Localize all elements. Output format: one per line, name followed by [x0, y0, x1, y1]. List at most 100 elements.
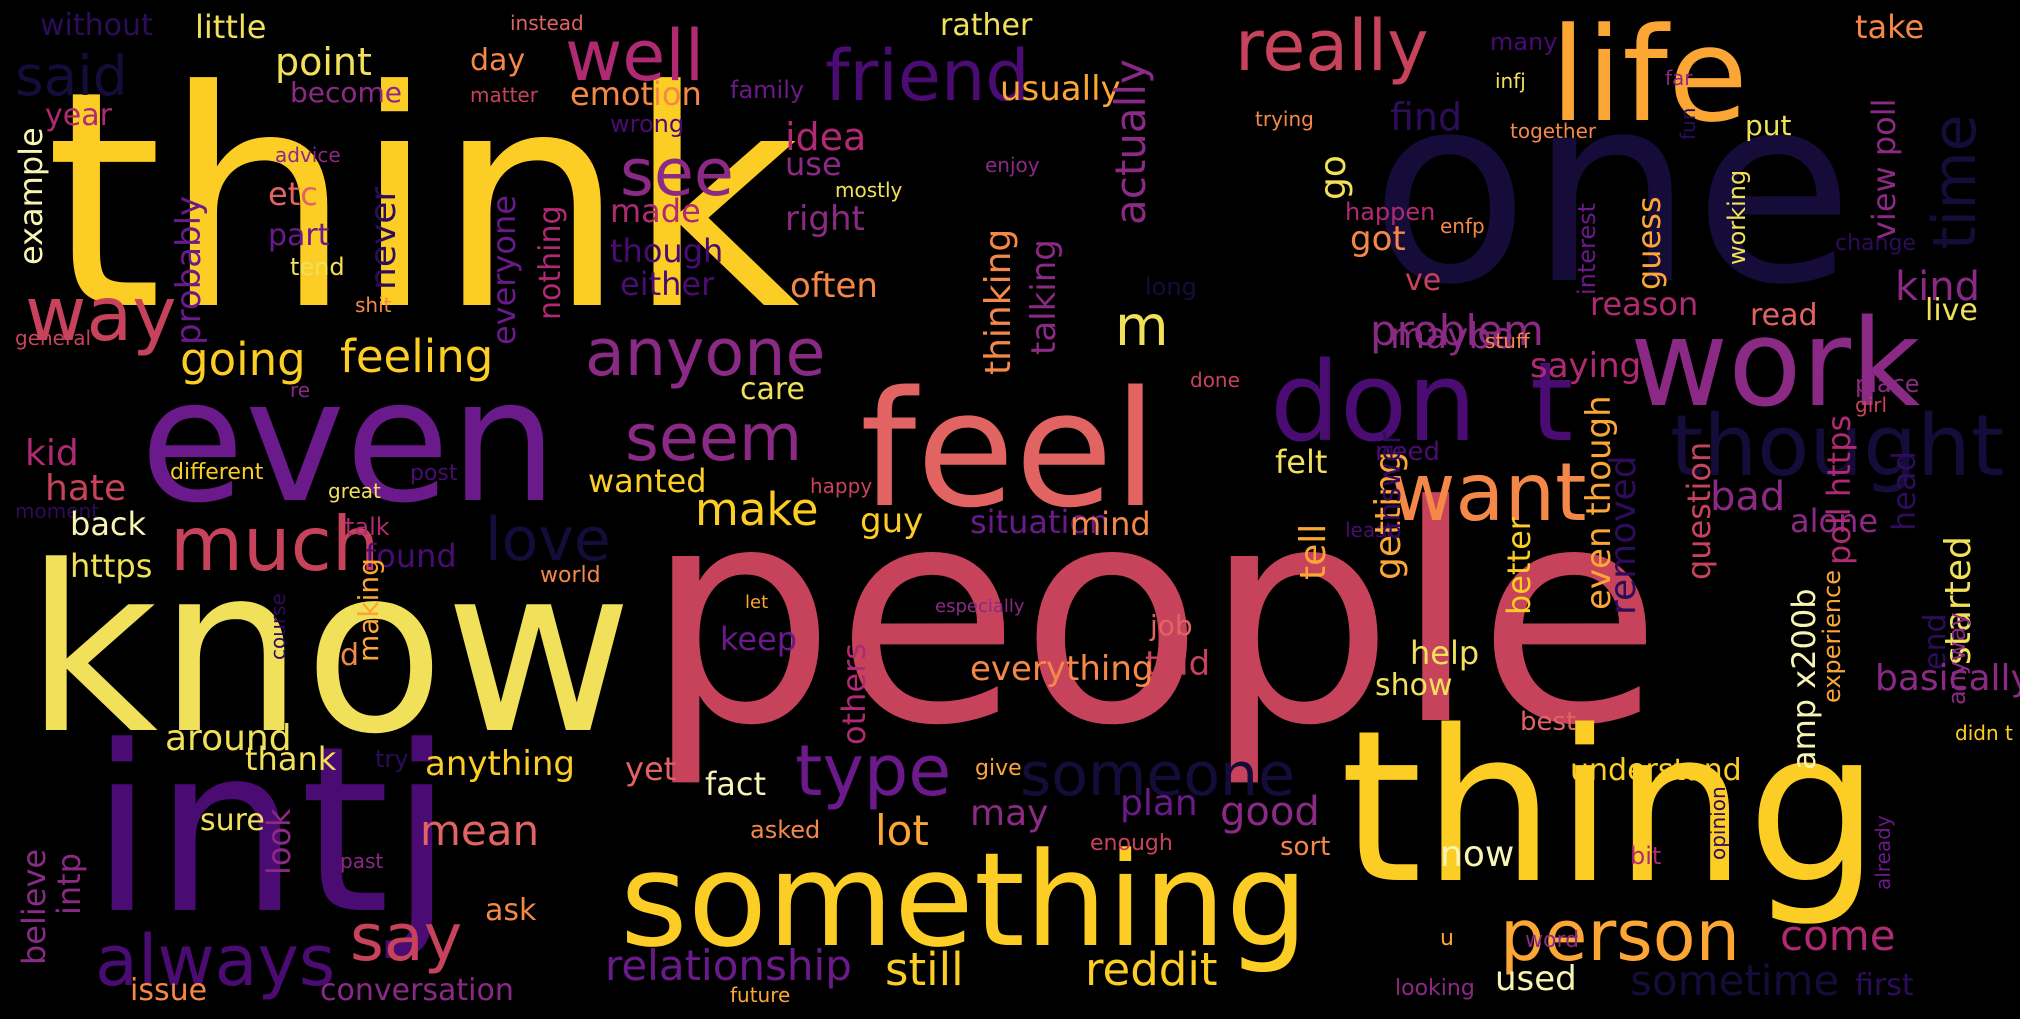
- cloud-word-etc: etc: [268, 175, 318, 213]
- cloud-word-enfp: enfp: [1440, 214, 1485, 238]
- cloud-word-head: head: [1885, 451, 1923, 531]
- cloud-word-talk: talk: [345, 513, 390, 541]
- cloud-word-keep: keep: [720, 620, 797, 658]
- cloud-word-conversation: conversation: [320, 973, 514, 1008]
- cloud-word-even: even: [140, 343, 558, 541]
- cloud-word-person: person: [1500, 895, 1740, 977]
- cloud-word-people: people: [645, 442, 1662, 791]
- cloud-word-yet: yet: [625, 750, 676, 788]
- cloud-word-bad: bad: [1710, 474, 1785, 520]
- cloud-word-still: still: [885, 943, 964, 996]
- cloud-word-place: place: [1855, 370, 1920, 398]
- cloud-word-try: try: [375, 745, 408, 773]
- cloud-word-take: take: [1855, 8, 1924, 46]
- cloud-word-felt: felt: [1275, 443, 1327, 481]
- cloud-word-part: part: [268, 218, 330, 253]
- cloud-word-say: say: [350, 901, 462, 976]
- cloud-word-good: good: [1220, 789, 1320, 835]
- cloud-word-said: said: [15, 44, 128, 108]
- cloud-word-believe: believe: [15, 849, 53, 965]
- cloud-word-well: well: [565, 15, 704, 97]
- cloud-word-make: make: [695, 483, 819, 536]
- cloud-word-come: come: [1780, 911, 1896, 960]
- cloud-word-kid: kid: [25, 433, 79, 474]
- cloud-word-love: love: [485, 505, 611, 575]
- cloud-word-lot: lot: [875, 806, 929, 855]
- cloud-word-instead: instead: [510, 11, 584, 35]
- cloud-word-experience: experience: [1818, 570, 1846, 703]
- cloud-word-either: either: [620, 265, 715, 303]
- cloud-word-emotion: emotion: [570, 75, 702, 113]
- cloud-word-girl: girl: [1855, 393, 1887, 417]
- cloud-word-opinion: opinion: [1706, 786, 1730, 860]
- cloud-word-show: show: [1375, 668, 1453, 703]
- cloud-word-best: best: [1520, 707, 1576, 737]
- cloud-word-even-though: even though: [1579, 395, 1619, 610]
- cloud-word-think: think: [45, 27, 800, 376]
- cloud-word-time: time: [1920, 114, 1990, 250]
- cloud-word-someone: someone: [1020, 740, 1295, 810]
- cloud-word-everything: everything: [970, 649, 1154, 689]
- cloud-word-enough: enough: [1090, 831, 1173, 856]
- cloud-word-future: future: [730, 983, 790, 1007]
- cloud-word-together: together: [1510, 119, 1597, 143]
- cloud-word-done: done: [1190, 368, 1240, 392]
- cloud-word-happy: happy: [810, 474, 872, 498]
- cloud-word-sometime: sometime: [1630, 956, 1839, 1005]
- cloud-word-feel: feel: [860, 356, 1158, 543]
- cloud-word-trying: trying: [1255, 107, 1314, 131]
- cloud-word-one: one: [1370, 40, 1854, 342]
- cloud-word-making: making: [352, 558, 385, 662]
- cloud-word-intj: intj: [90, 698, 454, 965]
- cloud-word-ve: ve: [1405, 263, 1441, 298]
- cloud-word-saying: saying: [1530, 346, 1641, 386]
- cloud-word-feeling: feeling: [340, 330, 493, 383]
- cloud-word-many: many: [1490, 28, 1558, 56]
- cloud-word-removed: removed: [1603, 455, 1644, 615]
- cloud-word-https: https: [70, 547, 152, 585]
- cloud-word-post: post: [410, 461, 458, 486]
- cloud-word-back: back: [70, 505, 147, 543]
- cloud-word-often: often: [790, 266, 878, 306]
- cloud-word-want: want: [1390, 446, 1587, 539]
- cloud-word-thought: thought: [1670, 397, 2004, 496]
- cloud-word-word: word: [1525, 928, 1579, 953]
- cloud-word-hate: hate: [45, 468, 126, 509]
- cloud-word-problem: problem: [1370, 306, 1544, 355]
- cloud-word-past: past: [340, 849, 383, 873]
- cloud-word-example: example: [12, 127, 50, 265]
- cloud-word-really: really: [1235, 5, 1429, 87]
- cloud-word-m: m: [1115, 294, 1169, 358]
- cloud-word-better: better: [1500, 516, 1538, 615]
- cloud-word-put: put: [1745, 109, 1792, 142]
- cloud-word-re: re: [290, 378, 310, 402]
- cloud-word-different: different: [170, 460, 264, 485]
- cloud-word-amp-x200b: amp x200b: [1785, 588, 1823, 770]
- cloud-word-know: know: [25, 518, 633, 785]
- cloud-word-need: need: [1375, 437, 1440, 467]
- cloud-word-anyone: anyone: [585, 316, 825, 391]
- cloud-word-family: family: [730, 76, 804, 104]
- cloud-word-type: type: [795, 730, 951, 812]
- cloud-word-point: point: [275, 40, 372, 84]
- cloud-word-little: little: [195, 8, 266, 46]
- cloud-word-t: t: [1530, 338, 1573, 466]
- cloud-word-right: right: [785, 199, 865, 239]
- cloud-word-moment: moment: [15, 499, 99, 523]
- cloud-word-thinking: thinking: [978, 229, 1019, 375]
- cloud-word-everyone: everyone: [485, 195, 523, 345]
- cloud-word-looking: looking: [1395, 976, 1475, 1001]
- cloud-word-course: course: [266, 593, 290, 660]
- cloud-word-told: told: [1145, 644, 1210, 684]
- cloud-word-change: change: [1835, 231, 1916, 256]
- cloud-word-u: u: [1440, 926, 1454, 951]
- cloud-word-long: long: [1145, 273, 1197, 301]
- cloud-word-anyway: anyway: [1943, 612, 1971, 705]
- cloud-word-basically: basically: [1875, 658, 2020, 699]
- cloud-word-though: though: [610, 232, 723, 270]
- cloud-word-bit: bit: [1630, 842, 1661, 870]
- cloud-word-others: others: [835, 643, 873, 745]
- cloud-word-idea: idea: [785, 115, 866, 159]
- cloud-word-may: may: [970, 793, 1048, 834]
